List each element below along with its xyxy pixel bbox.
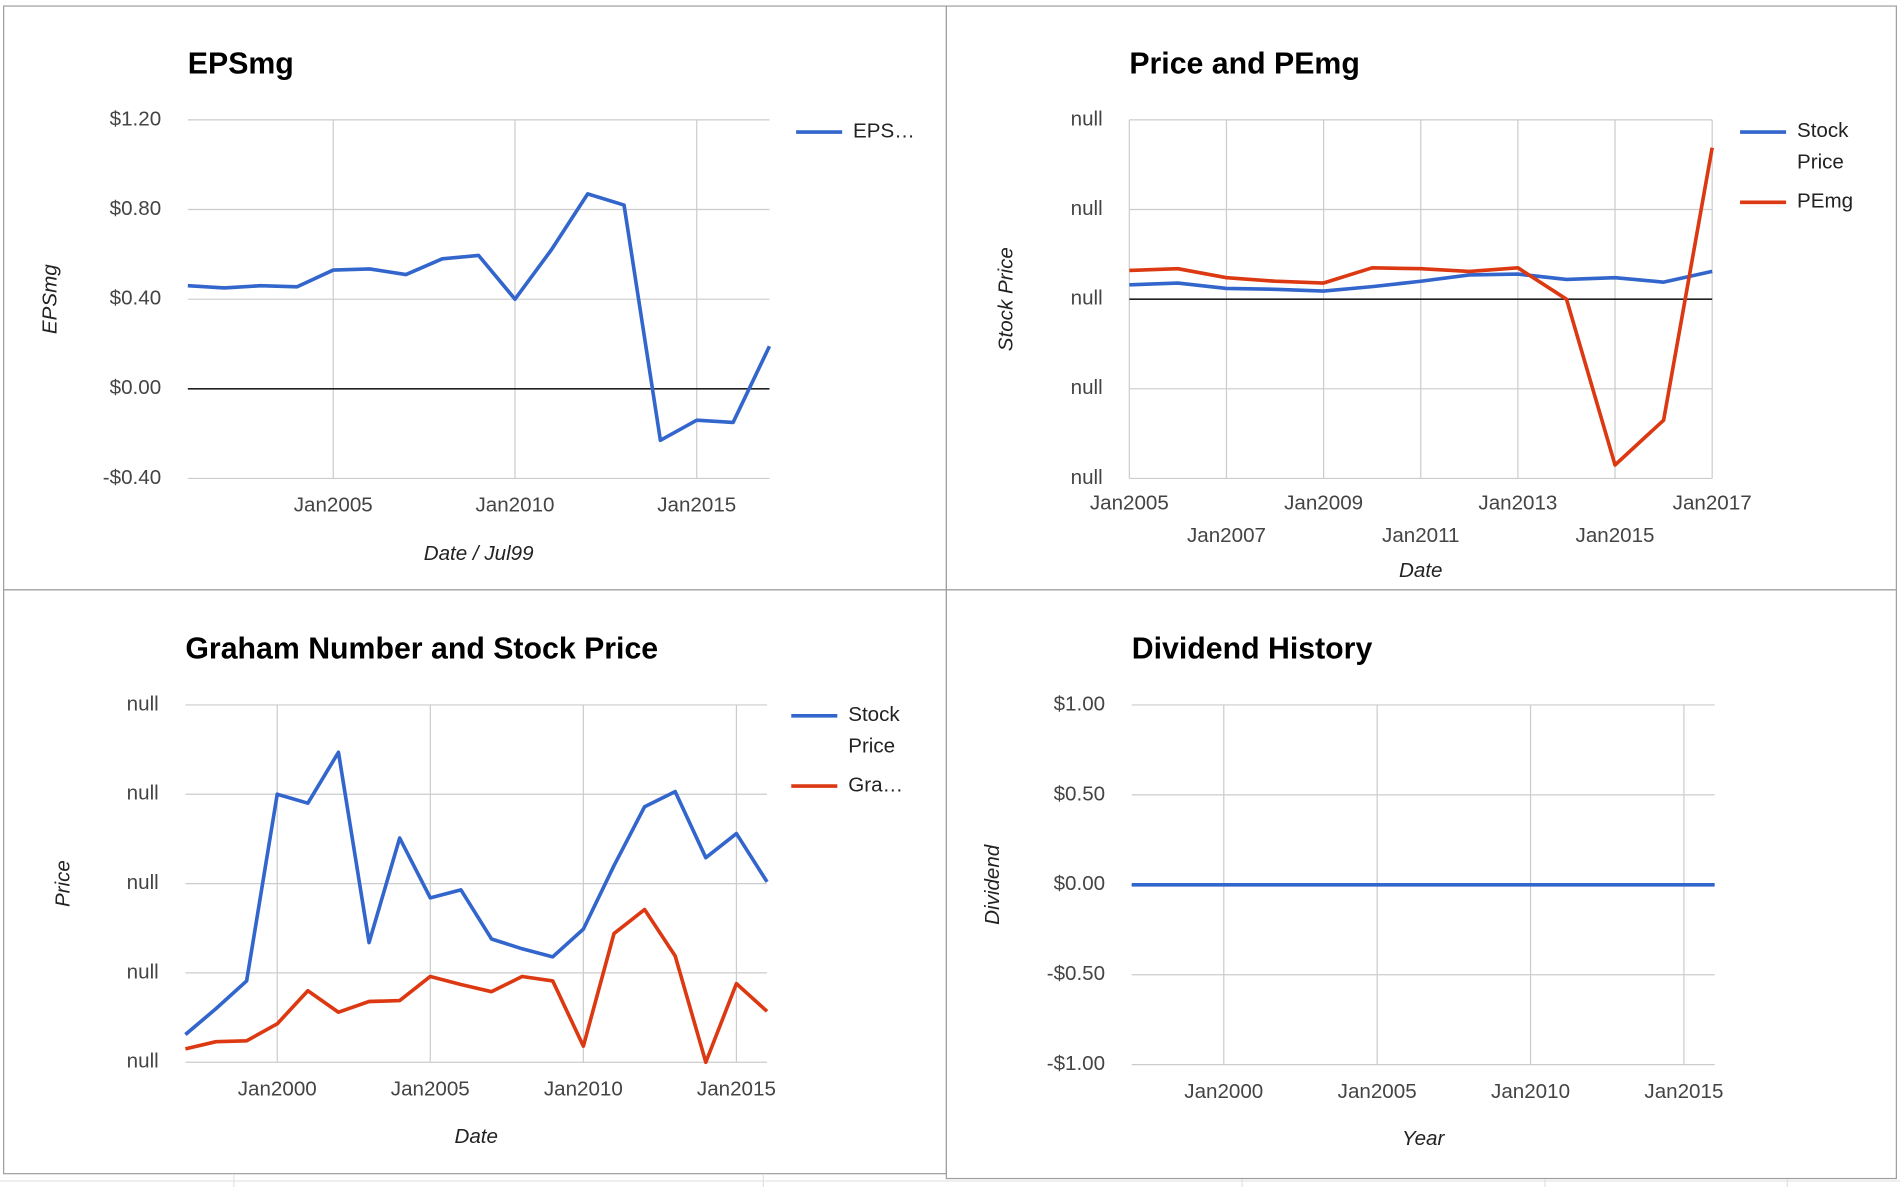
x-tick-label: Jan2007 <box>1187 524 1266 547</box>
x-axis-title: Date <box>1399 559 1442 582</box>
y-tick-label: -$0.40 <box>103 466 161 489</box>
chart: Price and PEmgnullnullnullnullnullJan200… <box>994 47 1853 582</box>
series-line <box>187 192 772 443</box>
y-tick-label: null <box>1071 107 1103 130</box>
x-tick-label: Jan2015 <box>697 1078 776 1101</box>
y-tick-label: $0.50 <box>1054 782 1106 805</box>
x-tick-label: Jan2005 <box>391 1078 470 1101</box>
legend-label: Gra… <box>848 774 903 797</box>
x-tick-label: Jan2005 <box>294 494 373 517</box>
y-tick-label: null <box>127 871 159 894</box>
y-tick-label: -$0.50 <box>1047 962 1105 985</box>
chart-title: Dividend History <box>1132 632 1373 665</box>
x-tick-label: Jan2015 <box>1576 524 1655 547</box>
y-tick-label: null <box>1071 287 1103 310</box>
y-tick-label: $1.00 <box>1054 692 1106 715</box>
chart-title: EPSmg <box>188 47 294 80</box>
series-line <box>1129 269 1713 293</box>
legend-label: PEmg <box>1797 190 1853 213</box>
y-axis-title: Dividend <box>981 844 1004 925</box>
y-tick-label: null <box>127 960 159 983</box>
x-axis-title: Year <box>1402 1127 1445 1150</box>
y-tick-label: -$1.00 <box>1047 1052 1105 1075</box>
y-tick-label: null <box>1071 466 1103 489</box>
y-tick-label: $1.20 <box>110 107 162 130</box>
y-tick-label: $0.00 <box>1054 872 1106 895</box>
y-tick-label: null <box>1071 197 1103 220</box>
chart-panel <box>3 589 947 1175</box>
x-tick-label: Jan2011 <box>1382 524 1459 547</box>
y-axis-title: Stock Price <box>994 247 1017 351</box>
y-tick-label: null <box>1071 376 1103 399</box>
chart-title: Graham Number and Stock Price <box>185 632 658 665</box>
chart-panel <box>3 5 947 591</box>
x-tick-label: Jan2013 <box>1478 491 1557 514</box>
x-axis-title: Date / Jul99 <box>424 542 534 565</box>
y-axis-title: Price <box>52 860 75 907</box>
x-tick-label: Jan2005 <box>1090 491 1169 514</box>
series-line <box>184 907 769 1065</box>
x-tick-label: Jan2015 <box>1644 1080 1723 1103</box>
legend-label: EPS… <box>853 119 915 142</box>
x-tick-label: Jan2010 <box>475 494 554 517</box>
x-tick-label: Jan2010 <box>1491 1080 1570 1103</box>
y-tick-label: null <box>127 692 159 715</box>
y-tick-label: null <box>127 782 159 805</box>
y-tick-label: $0.80 <box>110 197 162 220</box>
x-tick-label: Jan2005 <box>1338 1080 1417 1103</box>
x-axis-title: Date <box>454 1125 497 1148</box>
legend-label: Stock Price <box>1797 119 1849 173</box>
y-axis-title: EPSmg <box>38 264 61 334</box>
chart: Dividend History -$1.00 -$0.50 $0.00 $0.50 $1… <box>981 632 1723 1150</box>
y-tick-label: null <box>127 1050 159 1073</box>
series-line <box>184 750 769 1036</box>
x-tick-label: Jan2010 <box>544 1078 623 1101</box>
chart-title: Price and PEmg <box>1129 47 1359 80</box>
x-tick-label: Jan2000 <box>238 1078 317 1101</box>
x-tick-label: Jan2015 <box>657 494 736 517</box>
x-tick-label: Jan2009 <box>1284 491 1363 514</box>
chart: EPSmg -$0.40 $0.00 $0.40 $0.80 $1.20 Jan2005 Ja… <box>38 47 915 565</box>
x-tick-label: Jan2017 <box>1673 491 1752 514</box>
x-tick-label: Jan2000 <box>1184 1080 1263 1103</box>
legend-label: Stock Price <box>848 703 900 757</box>
series-line <box>1129 147 1714 467</box>
y-tick-label: $0.00 <box>110 376 162 399</box>
y-tick-label: $0.40 <box>110 287 162 310</box>
chart: Graham Number and Stock Price null null nul… <box>52 632 903 1147</box>
